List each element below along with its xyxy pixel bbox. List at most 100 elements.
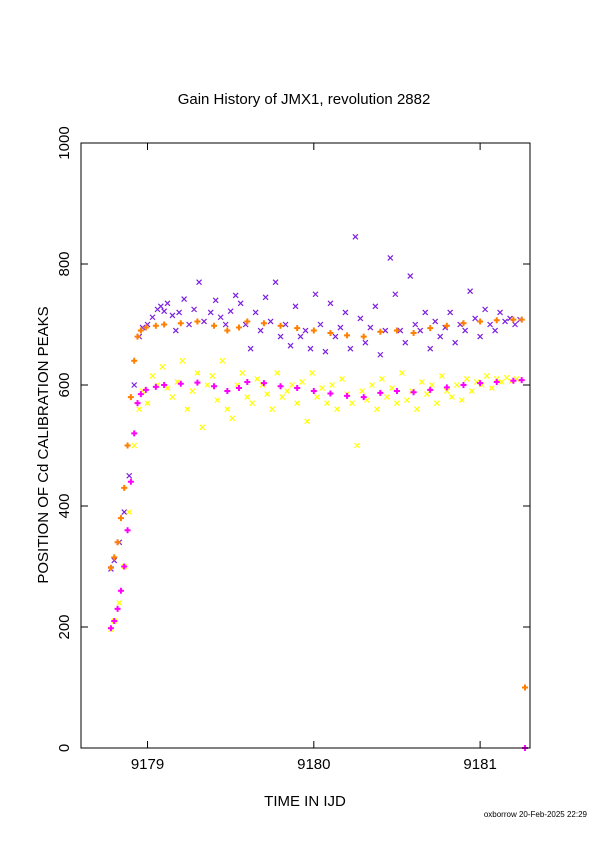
data-point: [460, 320, 467, 327]
data-point: [393, 327, 400, 334]
data-point: [314, 394, 321, 401]
data-point: [235, 385, 242, 392]
data-point: [279, 394, 286, 401]
data-point: [247, 345, 254, 352]
data-point: [354, 442, 360, 449]
data-point: [121, 563, 128, 570]
data-point: [186, 321, 193, 328]
data-point: [131, 430, 138, 437]
data-point: [244, 394, 251, 401]
data-point: [177, 320, 184, 327]
data-point: [211, 383, 218, 390]
data-point: [427, 345, 434, 352]
data-point: [332, 333, 339, 340]
data-point: [159, 363, 166, 370]
data-point: [392, 291, 399, 298]
plot-frame: [80, 142, 531, 749]
data-point: [264, 391, 271, 397]
y-tick-label: 0: [56, 744, 73, 752]
data-point: [498, 379, 505, 385]
data-point: [477, 333, 484, 340]
data-point: [179, 357, 186, 364]
data-point: [418, 379, 425, 385]
data-point: [477, 380, 484, 387]
data-point: [164, 300, 171, 307]
data-point: [207, 309, 214, 316]
data-point: [260, 380, 267, 387]
data-point: [304, 418, 311, 425]
data-point: [239, 369, 246, 376]
data-point: [194, 318, 201, 325]
data-point: [477, 318, 484, 325]
x-axis-label: TIME IN IJD: [264, 793, 346, 810]
data-point: [224, 327, 231, 334]
data-point: [364, 397, 370, 404]
data-point: [518, 377, 525, 384]
data-point: [262, 294, 269, 301]
data-point: [117, 515, 124, 522]
data-point: [502, 318, 508, 325]
data-point: [407, 273, 414, 280]
data-point: [244, 318, 251, 325]
data-point: [127, 394, 134, 401]
data-point: [410, 329, 417, 336]
data-point: [372, 303, 379, 310]
data-point: [224, 406, 231, 413]
data-point: [510, 377, 517, 384]
data-point: [127, 478, 134, 485]
data-point: [339, 376, 346, 382]
data-point: [512, 321, 518, 328]
data-point: [244, 378, 251, 385]
data-point: [217, 314, 224, 321]
footer-stamp: oxborrow 20-Feb-2025 22:29: [484, 810, 588, 819]
data-point: [310, 388, 317, 395]
data-point: [222, 321, 229, 328]
data-point: [309, 369, 316, 376]
data-point: [329, 382, 336, 388]
data-point: [229, 415, 236, 422]
data-point: [277, 383, 284, 390]
series-2: [107, 316, 529, 691]
data-point: [131, 382, 138, 388]
data-point: [382, 327, 389, 334]
data-point: [427, 325, 434, 332]
data-point: [249, 400, 256, 407]
data-point: [284, 388, 291, 394]
data-point: [427, 386, 434, 393]
data-point: [126, 472, 133, 479]
data-point: [362, 339, 369, 346]
data-point: [227, 308, 234, 315]
data-point: [377, 389, 384, 396]
y-tick-label: 200: [56, 614, 73, 639]
data-point: [412, 321, 419, 328]
data-point: [487, 321, 494, 328]
data-point: [413, 406, 420, 413]
x-tick-label: 9179: [131, 756, 164, 773]
data-point: [452, 339, 459, 346]
data-point: [142, 324, 149, 331]
data-point: [211, 322, 218, 329]
data-point: [172, 327, 179, 334]
data-point: [433, 400, 440, 407]
data-point: [377, 328, 384, 335]
data-point: [209, 373, 216, 379]
data-point: [294, 325, 301, 332]
data-point: [121, 484, 128, 491]
data-point: [327, 390, 334, 397]
data-point: [307, 345, 314, 352]
data-point: [443, 322, 450, 329]
data-point: [357, 315, 364, 322]
data-point: [468, 388, 475, 394]
data-point: [387, 255, 394, 261]
chart-title: Gain History of JMX1, revolution 2882: [178, 91, 431, 108]
data-point: [157, 303, 164, 310]
data-point: [493, 378, 500, 385]
data-point: [131, 442, 138, 449]
data-point: [111, 617, 118, 624]
data-point: [114, 539, 121, 546]
data-point: [467, 288, 474, 295]
data-point: [297, 333, 304, 340]
data-point: [107, 564, 114, 571]
data-point: [177, 380, 184, 387]
data-point: [518, 316, 525, 323]
